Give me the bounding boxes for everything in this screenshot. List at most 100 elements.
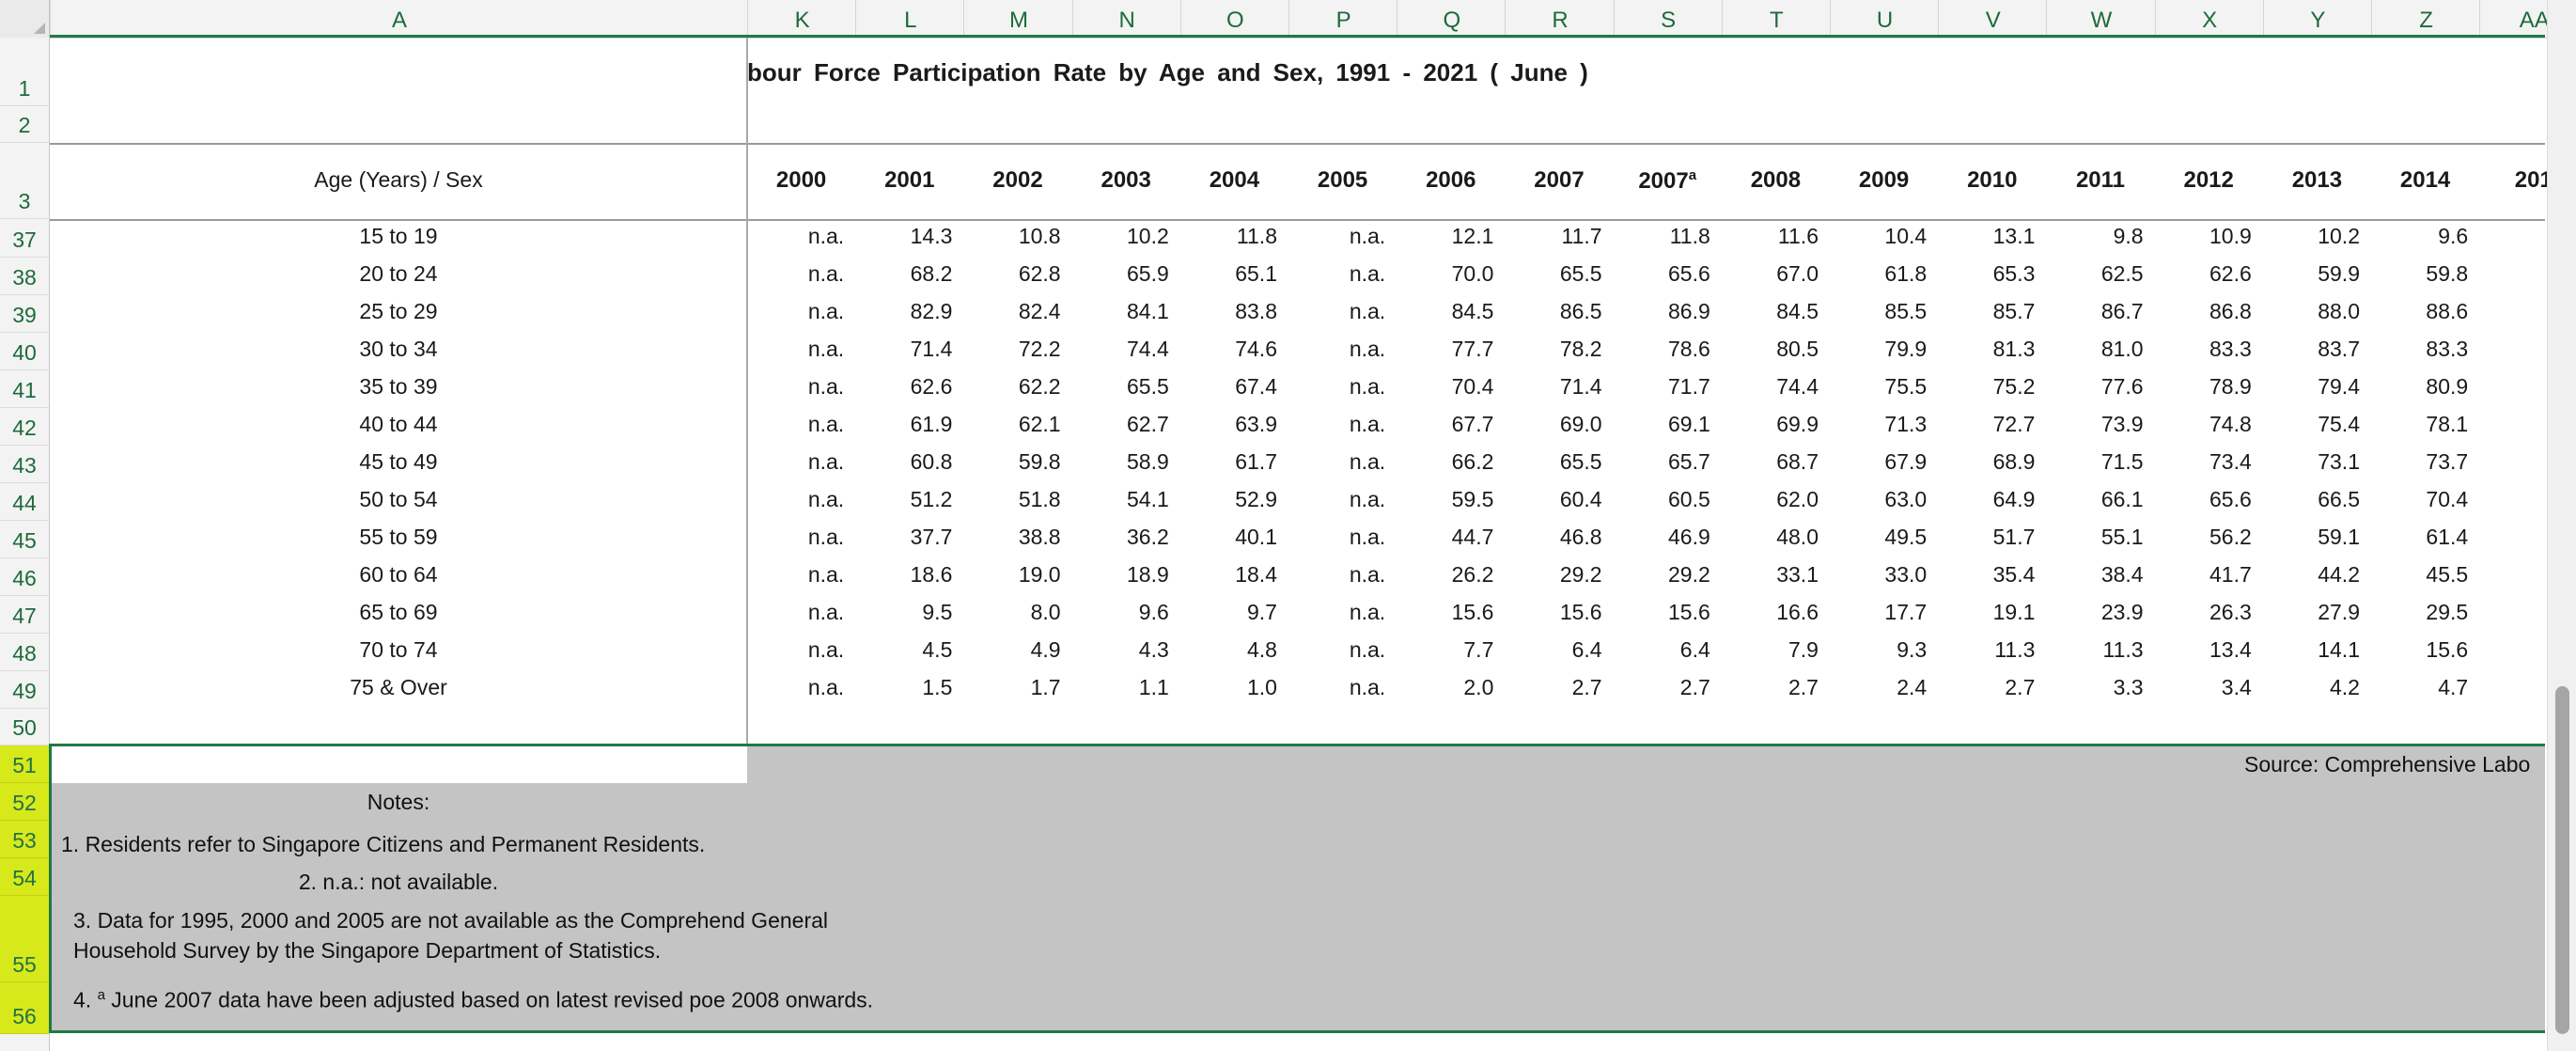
row-header-56[interactable]: 56 — [0, 982, 49, 1034]
data-cell[interactable]: 9.6 — [1138, 600, 1169, 624]
data-cell[interactable]: 74.8 — [2209, 412, 2252, 436]
data-cell[interactable]: 74.4 — [1127, 337, 1169, 361]
data-cell[interactable]: n.a. — [807, 412, 845, 436]
data-cell[interactable]: 10.9 — [2209, 224, 2252, 248]
column-header-u[interactable]: U — [1830, 0, 1939, 38]
column-header-r[interactable]: R — [1505, 0, 1614, 38]
selected-range-fill[interactable] — [747, 745, 2545, 1033]
data-cell[interactable]: 54.1 — [1127, 487, 1169, 511]
data-cell[interactable]: 51.7 — [1992, 525, 2036, 549]
data-cell[interactable]: 23.9 — [2100, 600, 2144, 624]
data-cell[interactable]: n.a. — [1349, 224, 1386, 248]
column-header-y[interactable]: Y — [2262, 0, 2372, 38]
data-cell[interactable]: 11.8 — [1236, 224, 1277, 248]
data-cell[interactable]: 62.7 — [1127, 412, 1169, 436]
data-cell[interactable]: 46.9 — [1668, 525, 1710, 549]
data-cell[interactable]: 65.5 — [1127, 374, 1169, 399]
data-cell[interactable]: 29.2 — [1559, 562, 1602, 587]
data-cell[interactable]: 65.5 — [1559, 261, 1602, 286]
data-cell[interactable]: n.a. — [807, 637, 845, 662]
data-cell[interactable]: 73.9 — [2100, 412, 2144, 436]
data-cell[interactable]: 78.6 — [1668, 337, 1710, 361]
data-cell[interactable]: 15.6 — [1451, 600, 1494, 624]
data-cell[interactable]: 65.9 — [1127, 261, 1169, 286]
data-cell[interactable]: n.a. — [1349, 637, 1386, 662]
data-cell[interactable]: 66.2 — [1451, 449, 1494, 474]
row-header-46[interactable]: 46 — [0, 558, 49, 596]
data-cell[interactable]: 3.4 — [2221, 675, 2252, 699]
data-cell[interactable]: 2.7 — [1788, 675, 1819, 699]
data-cell[interactable]: 67.0 — [1776, 261, 1819, 286]
data-cell[interactable]: 44.7 — [1451, 525, 1494, 549]
row-header-55[interactable]: 55 — [0, 896, 49, 982]
data-cell[interactable]: 61.4 — [2426, 525, 2469, 549]
row-header-51[interactable]: 51 — [0, 745, 49, 783]
data-cell[interactable]: 70.4 — [2426, 487, 2469, 511]
data-cell[interactable]: 2.4 — [1897, 675, 1928, 699]
data-cell[interactable]: 10.2 — [2318, 224, 2360, 248]
data-cell[interactable]: 67.4 — [1235, 374, 1277, 399]
data-cell[interactable]: 81.3 — [1992, 337, 2036, 361]
data-cell[interactable]: n.a. — [1349, 299, 1386, 323]
data-cell[interactable]: 27.9 — [2318, 600, 2360, 624]
data-cell[interactable]: 67.7 — [1451, 412, 1494, 436]
data-cell[interactable]: n.a. — [807, 525, 845, 549]
data-cell[interactable]: 9.7 — [1247, 600, 1277, 624]
row-header-54[interactable]: 54 — [0, 858, 49, 896]
data-cell[interactable]: 11.3 — [1994, 637, 2036, 662]
data-cell[interactable]: 84.5 — [1776, 299, 1819, 323]
column-header-q[interactable]: Q — [1397, 0, 1506, 38]
row-header-52[interactable]: 52 — [0, 783, 49, 821]
data-cell[interactable]: 2.7 — [2005, 675, 2036, 699]
data-cell[interactable]: 73.7 — [2426, 449, 2469, 474]
data-cell[interactable]: 63.0 — [1884, 487, 1928, 511]
data-cell[interactable]: 65.1 — [1235, 261, 1277, 286]
data-cell[interactable]: 37.7 — [910, 525, 953, 549]
column-header-x[interactable]: X — [2154, 0, 2264, 38]
data-cell[interactable]: 62.8 — [1018, 261, 1061, 286]
data-cell[interactable]: n.a. — [1349, 337, 1386, 361]
column-header-w[interactable]: W — [2046, 0, 2155, 38]
data-cell[interactable]: 77.6 — [2100, 374, 2144, 399]
data-cell[interactable]: n.a. — [807, 449, 845, 474]
data-cell[interactable]: 35.4 — [1992, 562, 2036, 587]
data-cell[interactable]: n.a. — [807, 374, 845, 399]
data-cell[interactable]: 15.6 — [1559, 600, 1602, 624]
data-cell[interactable]: 40.1 — [1235, 525, 1277, 549]
column-header-p[interactable]: P — [1288, 0, 1397, 38]
data-cell[interactable]: 71.4 — [910, 337, 953, 361]
data-cell[interactable]: 48.0 — [1776, 525, 1819, 549]
data-cell[interactable]: 68.7 — [1776, 449, 1819, 474]
row-header-45[interactable]: 45 — [0, 521, 49, 558]
data-cell[interactable]: 62.6 — [910, 374, 953, 399]
data-cell[interactable]: 62.5 — [2100, 261, 2144, 286]
data-cell[interactable]: n.a. — [1349, 449, 1386, 474]
row-header-1[interactable]: 1 — [0, 38, 49, 106]
row-header-49[interactable]: 49 — [0, 671, 49, 709]
column-header-t[interactable]: T — [1721, 0, 1831, 38]
row-header-2[interactable]: 2 — [0, 106, 49, 143]
data-cell[interactable]: 72.2 — [1018, 337, 1061, 361]
data-cell[interactable]: 61.8 — [1884, 261, 1928, 286]
data-cell[interactable]: n.a. — [807, 261, 845, 286]
data-cell[interactable]: 84.1 — [1127, 299, 1169, 323]
data-cell[interactable]: 1.1 — [1138, 675, 1169, 699]
data-cell[interactable]: 78.1 — [2426, 412, 2469, 436]
data-cell[interactable]: 12.1 — [1451, 224, 1494, 248]
data-cell[interactable]: 66.1 — [2100, 487, 2144, 511]
data-cell[interactable]: 78.2 — [1559, 337, 1602, 361]
data-cell[interactable]: 46.8 — [1559, 525, 1602, 549]
scrollbar-thumb[interactable] — [2555, 686, 2569, 1034]
data-cell[interactable]: 4.9 — [1030, 637, 1061, 662]
data-cell[interactable]: 83.7 — [2318, 337, 2360, 361]
data-cell[interactable]: 59.8 — [1018, 449, 1061, 474]
data-cell[interactable]: 69.9 — [1776, 412, 1819, 436]
data-cell[interactable]: 65.7 — [1668, 449, 1710, 474]
data-cell[interactable]: 59.8 — [2426, 261, 2469, 286]
data-cell[interactable]: 4.2 — [2330, 675, 2360, 699]
data-cell[interactable]: n.a. — [807, 299, 845, 323]
data-cell[interactable]: 38.8 — [1018, 525, 1061, 549]
data-cell[interactable]: 14.3 — [910, 224, 953, 248]
data-cell[interactable]: 2.7 — [1571, 675, 1602, 699]
